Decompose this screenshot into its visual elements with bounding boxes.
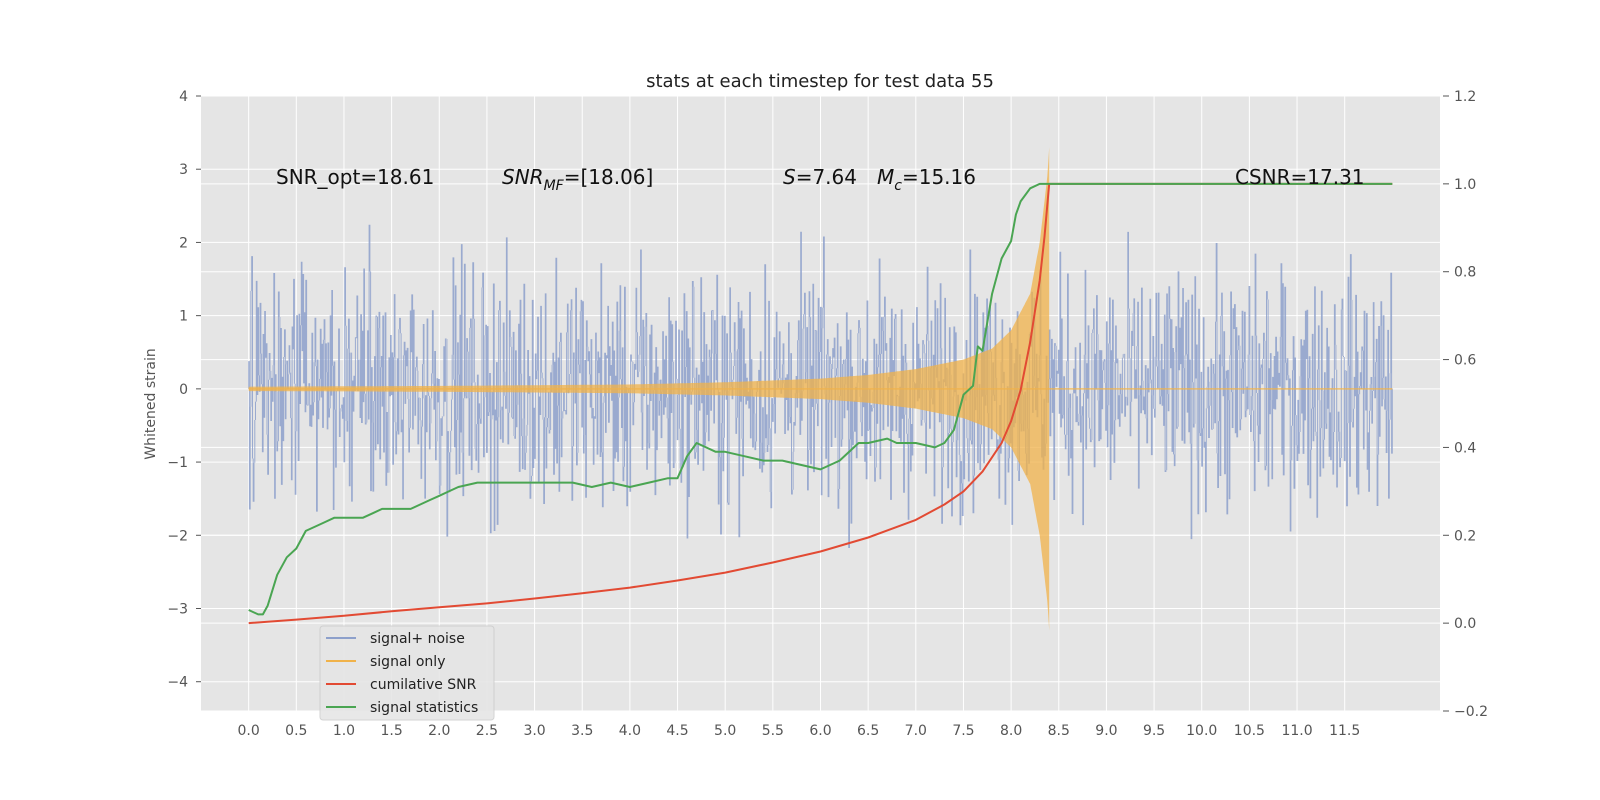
- x-tick-label: 8.5: [1048, 723, 1070, 739]
- annotation-snr-mf-value: =[18.06]: [564, 165, 654, 189]
- x-axis: 0.0 0.5 1.0 1.5 2.0 2.5 3.0 3.5 4.0 4.5 5.0 5.5 6.0 6…: [238, 723, 1361, 739]
- x-tick-label: 10.0: [1186, 723, 1217, 739]
- y2-tick-label: 1.0: [1454, 177, 1476, 193]
- x-tick-label: 7.0: [905, 723, 927, 739]
- x-tick-label: 10.5: [1234, 723, 1265, 739]
- y-axis-label: Whitened strain: [143, 348, 159, 459]
- y-axis-left: 4 3 2 1 0 −1 −2 −3 −4: [167, 89, 201, 691]
- y-tick-label: 0: [179, 382, 188, 398]
- x-tick-label: 2.0: [428, 723, 450, 739]
- x-tick-label: 0.0: [238, 723, 260, 739]
- y2-tick-label: 0.0: [1454, 616, 1476, 632]
- x-tick-label: 7.5: [952, 723, 974, 739]
- y2-tick-label: −0.2: [1454, 704, 1488, 720]
- x-tick-label: 2.5: [476, 723, 498, 739]
- y-tick-label: −2: [167, 528, 188, 544]
- legend: signal+ noise signal only cumilative SNR…: [319, 625, 495, 721]
- annotation-s-value: =7.64: [796, 165, 857, 189]
- annotations: SNR_opt=18.61 SNRMF=[18.06] S=7.64 Mc=15…: [276, 165, 1365, 194]
- x-tick-label: 1.0: [333, 723, 355, 739]
- series-signal-only: [248, 147, 1393, 631]
- x-tick-label: 1.5: [380, 723, 402, 739]
- annotation-csnr: CSNR=17.31: [1235, 165, 1365, 189]
- annotation-snr-mf: SNRMF=[18.06]: [502, 165, 653, 194]
- y-tick-label: 3: [179, 162, 188, 178]
- y-tick-label: 2: [179, 235, 188, 251]
- chart-title: stats at each timestep for test data 55: [646, 71, 994, 92]
- y-tick-label: −4: [167, 675, 188, 691]
- legend-label-signal-noise: signal+ noise: [370, 631, 465, 647]
- y2-tick-label: 0.6: [1454, 353, 1476, 369]
- y-axis-right: 1.2 1.0 0.8 0.6 0.4 0.2 0.0 −0.2: [1443, 89, 1488, 720]
- y2-tick-label: 0.2: [1454, 528, 1476, 544]
- legend-box: [319, 625, 495, 721]
- y-tick-label: −3: [167, 602, 188, 618]
- annotation-mc: Mc=15.16: [877, 165, 976, 194]
- x-tick-label: 3.0: [523, 723, 545, 739]
- x-tick-label: 8.0: [1000, 723, 1022, 739]
- legend-label-cumilative-snr: cumilative SNR: [370, 677, 477, 693]
- x-tick-label: 11.0: [1281, 723, 1312, 739]
- y2-tick-label: 1.2: [1454, 89, 1476, 105]
- cumilative-snr-line: [248, 182, 1393, 625]
- x-tick-label: 0.5: [285, 723, 307, 739]
- y-tick-label: −1: [167, 455, 188, 471]
- legend-label-signal-statistics: signal statistics: [370, 700, 478, 716]
- annotation-s-symbol: S: [783, 165, 796, 189]
- annotation-s: S=7.64: [783, 165, 857, 189]
- x-tick-label: 5.0: [714, 723, 736, 739]
- x-tick-label: 11.5: [1329, 723, 1360, 739]
- annotation-mc-symbol: M: [877, 165, 894, 189]
- x-tick-label: 3.5: [571, 723, 593, 739]
- x-tick-label: 6.5: [857, 723, 879, 739]
- annotation-snr-opt: SNR_opt=18.61: [276, 165, 434, 189]
- annotation-snr-mf-main: SNR: [502, 165, 544, 189]
- y2-tick-label: 0.8: [1454, 265, 1476, 281]
- x-tick-label: 4.0: [619, 723, 641, 739]
- x-tick-label: 4.5: [666, 723, 688, 739]
- y-tick-label: 4: [179, 89, 188, 105]
- x-tick-label: 6.0: [809, 723, 831, 739]
- x-tick-label: 9.5: [1143, 723, 1165, 739]
- x-tick-label: 9.0: [1095, 723, 1117, 739]
- signal-statistics-line: [248, 182, 1393, 616]
- series-signal-statistics: [248, 182, 1393, 616]
- annotation-mc-sub: c: [894, 178, 902, 194]
- annotation-snr-mf-sub: MF: [544, 178, 565, 194]
- y-tick-label: 1: [179, 309, 188, 325]
- annotation-mc-value: =15.16: [902, 165, 976, 189]
- y2-tick-label: 0.4: [1454, 440, 1476, 456]
- legend-label-signal-only: signal only: [370, 654, 445, 670]
- series-cumilative-snr: [248, 182, 1393, 625]
- x-tick-label: 5.5: [762, 723, 784, 739]
